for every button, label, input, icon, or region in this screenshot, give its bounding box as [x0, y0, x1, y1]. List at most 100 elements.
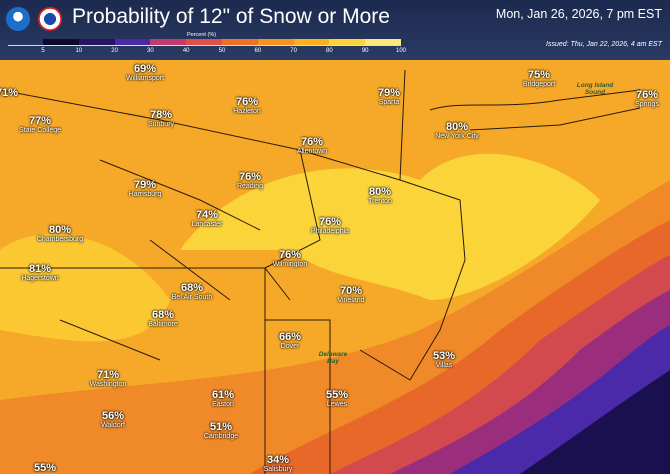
- city-percent: 71%: [0, 87, 19, 99]
- map-title: Probability of 12" of Snow or More: [72, 5, 390, 28]
- city-percent: 69%: [133, 63, 157, 75]
- city-label: 55%: [34, 463, 56, 474]
- city-label: 34% Salisbury: [263, 454, 293, 474]
- city-name: Salisbury: [263, 466, 293, 473]
- city-name: Harrisburg: [128, 191, 162, 198]
- city-name: Chambersburg: [36, 236, 84, 243]
- city-name: Williamsport: [125, 75, 165, 82]
- city-label: 66% Dover: [278, 331, 302, 351]
- legend-label: Percent (%): [187, 32, 217, 38]
- city-name: Reading: [236, 183, 264, 190]
- city-name: Vineland: [337, 297, 365, 304]
- legend-swatch: [43, 39, 79, 45]
- legend-swatch: [329, 39, 366, 45]
- city-label: 79% Sparta: [377, 87, 401, 107]
- city-name: State College: [18, 127, 62, 134]
- legend-swatch: [221, 39, 258, 45]
- city-label: 69% Williamsport: [125, 63, 165, 83]
- long-island-sound-label: Long Island Sound: [576, 82, 614, 96]
- city-label: 81% Hagerstown: [21, 263, 59, 283]
- city-percent: 76%: [235, 96, 259, 108]
- city-percent: 70%: [339, 285, 363, 297]
- city-percent: 74%: [195, 209, 219, 221]
- city-label: 70% Vineland: [337, 285, 365, 305]
- legend-tick: 80: [326, 48, 333, 54]
- city-label: 61% Easton: [211, 389, 235, 409]
- legend-swatch: [365, 39, 401, 45]
- color-bar: [43, 39, 401, 45]
- city-percent: 71%: [96, 369, 120, 381]
- city-name: Waldorf: [101, 422, 125, 429]
- city-label: 76% Wilmington: [273, 249, 308, 269]
- city-name: Sparta: [378, 99, 400, 106]
- legend-tick: 10: [75, 48, 83, 54]
- city-percent: 79%: [133, 179, 157, 191]
- city-percent: 68%: [180, 282, 204, 294]
- band-80-90-nw: [0, 234, 170, 342]
- city-percent: 79%: [377, 87, 401, 99]
- legend-tick: 5: [41, 48, 45, 54]
- city-percent: 55%: [33, 462, 57, 474]
- city-percent: 53%: [432, 350, 456, 362]
- city-name: Lancaster: [191, 221, 223, 228]
- legend-tick: 60: [254, 48, 262, 54]
- band-80-90: [180, 153, 600, 300]
- boundaries: [0, 69, 641, 474]
- city-name: Hagerstown: [21, 275, 59, 282]
- city-percent: 61%: [211, 389, 235, 401]
- city-label: 56% Waldorf: [101, 410, 125, 430]
- legend-tick: 20: [111, 48, 118, 54]
- city-percent: 77%: [28, 115, 52, 127]
- city-percent: 80%: [445, 121, 469, 133]
- city-percent: 81%: [28, 263, 52, 275]
- noaa-logo: [6, 7, 30, 31]
- city-percent: 76%: [278, 249, 302, 261]
- city-label: 78% Sunbury: [147, 110, 175, 129]
- city-label: 79% Harrisburg: [128, 179, 162, 199]
- legend-tick: 100: [395, 48, 407, 54]
- city-name: Bel Air South: [171, 294, 213, 301]
- city-name: Springs: [635, 101, 659, 108]
- city-percent: 75%: [527, 69, 551, 81]
- header-bar: Probability of 12" of Snow or More Mon, …: [0, 0, 670, 60]
- city-name: Philadelphia: [310, 228, 350, 235]
- city-label: 68% Bel Air South: [171, 282, 213, 302]
- city-name: Villas: [435, 362, 453, 369]
- city-percent: 80%: [48, 224, 72, 236]
- city-percent: 68%: [151, 309, 175, 321]
- legend-swatch: [257, 39, 294, 45]
- city-name: Cambridge: [203, 433, 239, 440]
- issued-time: Issued: Thu, Jan 22, 2026, 4 am EST: [546, 41, 662, 48]
- city-name: New York City: [435, 133, 479, 140]
- city-label: 53% Villas: [432, 350, 456, 370]
- city-percent: 76%: [238, 171, 262, 183]
- city-name: Dover: [280, 343, 300, 350]
- city-label: 77% State College: [18, 115, 62, 135]
- legend-tick: 40: [182, 48, 190, 54]
- city-label: 55% Lewes: [325, 389, 349, 409]
- city-name: Allentown: [296, 148, 328, 155]
- legend-swatch: [186, 39, 222, 45]
- legend-tick: 90: [361, 48, 369, 54]
- city-label: 76% Philadelphia: [310, 217, 350, 236]
- city-percent: 56%: [101, 410, 125, 422]
- city-label: 76% Hazleton: [233, 96, 261, 116]
- legend-swatch: [293, 39, 330, 45]
- legend-tick: 30: [147, 48, 154, 54]
- city-percent: 76%: [635, 89, 659, 101]
- city-label: 71% Washington: [89, 369, 127, 389]
- nws-logo: [38, 7, 62, 31]
- city-percent: 66%: [278, 331, 302, 343]
- city-label: 75% Bridgeport: [523, 69, 555, 89]
- legend-axis: [8, 45, 401, 46]
- city-label: 71%: [0, 88, 18, 99]
- city-percent: 55%: [325, 389, 349, 401]
- city-percent: 76%: [300, 136, 324, 148]
- city-label: 74% Lancaster: [191, 209, 223, 229]
- city-name: Washington: [89, 381, 127, 388]
- city-percent: 34%: [266, 454, 290, 466]
- city-label: 76% Allentown: [296, 136, 328, 156]
- city-name: Sunbury: [147, 121, 175, 128]
- legend-tick: 50: [218, 48, 226, 54]
